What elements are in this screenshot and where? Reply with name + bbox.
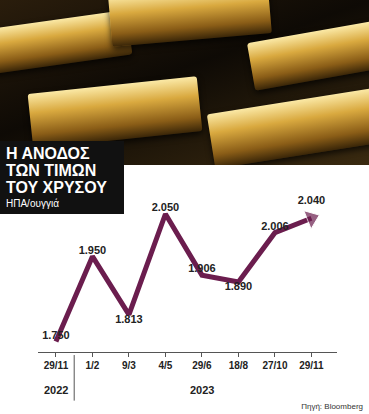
svg-text:1.906: 1.906 bbox=[188, 262, 216, 274]
svg-text:2.050: 2.050 bbox=[152, 201, 180, 213]
svg-text:1.813: 1.813 bbox=[115, 313, 143, 325]
svg-text:2022: 2022 bbox=[44, 384, 68, 396]
html-text:Η ΑΝΟΔΟΣ ΤΩΝ ΤΙΜΩΝ ΤΟΥ ΧΡΥΣΟΥ: Η ΑΝΟΔΟΣ ΤΩΝ ΤΙΜΩΝ ΤΟΥ ΧΡΥΣΟΥ bbox=[6, 145, 107, 196]
svg-text:1.950: 1.950 bbox=[79, 244, 107, 256]
svg-text:2.040: 2.040 bbox=[298, 194, 326, 206]
svg-text:18/8: 18/8 bbox=[229, 360, 249, 371]
svg-text:29/6: 29/6 bbox=[192, 360, 212, 371]
svg-text:2.006: 2.006 bbox=[261, 220, 289, 232]
svg-text:2023: 2023 bbox=[190, 384, 214, 396]
svg-text:4/5: 4/5 bbox=[158, 360, 172, 371]
svg-text:1.890: 1.890 bbox=[225, 280, 253, 292]
html-text:ΗΠΑ/ουγγιά: ΗΠΑ/ουγγιά bbox=[6, 198, 59, 209]
svg-text:29/11: 29/11 bbox=[44, 360, 69, 371]
html-text:Πηγή: Bloomberg: Πηγή: Bloomberg bbox=[301, 402, 363, 411]
svg-text:9/3: 9/3 bbox=[122, 360, 136, 371]
svg-text:1.750: 1.750 bbox=[42, 329, 70, 341]
svg-text:29/11: 29/11 bbox=[299, 360, 324, 371]
svg-text:1/2: 1/2 bbox=[85, 360, 99, 371]
svg-text:27/10: 27/10 bbox=[262, 360, 287, 371]
